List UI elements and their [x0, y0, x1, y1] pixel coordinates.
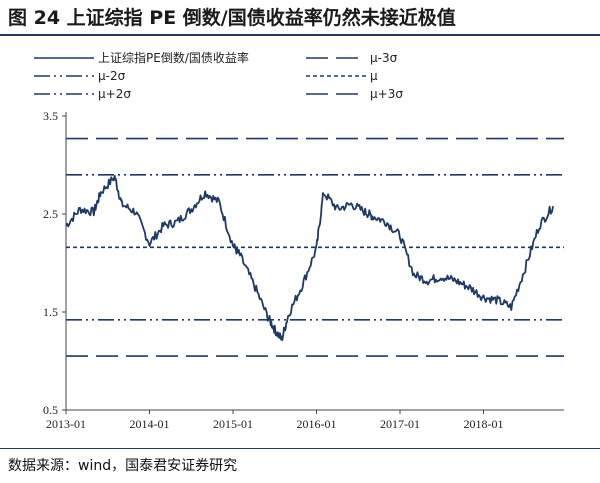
x-tick-label: 2017-01 — [380, 417, 420, 431]
reference-lines — [66, 139, 564, 357]
y-tick-label: 3.5 — [43, 109, 58, 123]
axes: 0.5 1.5 2.5 3.5 2013-01 2014-01 2015-01 2016-01… — [43, 109, 564, 431]
x-tick-label: 2018-01 — [464, 417, 504, 431]
legend-mu-minus-3sigma-label: μ-3σ — [370, 51, 398, 65]
y-tick-label: 1.5 — [43, 305, 58, 319]
x-tick-label: 2013-01 — [46, 417, 86, 431]
x-tick-label: 2015-01 — [213, 417, 253, 431]
source-note: 数据来源：wind，国泰君安证券研究 — [8, 455, 237, 477]
legend-mu-label: μ — [370, 69, 378, 83]
legend-mu-plus-3sigma-label: μ+3σ — [370, 87, 403, 101]
legend: 上证综指PE倒数/国债收益率 μ-3σ μ-2σ μ μ+2σ μ+3σ — [34, 50, 403, 101]
series-line-pe-yield-ratio — [66, 176, 553, 340]
y-tick-label: 0.5 — [43, 403, 58, 417]
series-group — [66, 176, 553, 340]
legend-mu-plus-2sigma-label: μ+2σ — [98, 87, 131, 101]
x-tick-label: 2014-01 — [130, 417, 170, 431]
legend-mu-minus-2sigma-label: μ-2σ — [98, 69, 126, 83]
source-rule — [0, 448, 600, 449]
chart-area: 上证综指PE倒数/国债收益率 μ-3σ μ-2σ μ μ+2σ μ+3σ 0.5 1.5 2.… — [0, 36, 600, 446]
y-tick-label: 2.5 — [43, 207, 58, 221]
chart-title: 图 24 上证综指 PE 倒数/国债收益率仍然未接近极值 — [8, 4, 592, 32]
legend-series-entry-label: 上证综指PE倒数/国债收益率 — [98, 50, 249, 65]
x-tick-label: 2016-01 — [297, 417, 337, 431]
